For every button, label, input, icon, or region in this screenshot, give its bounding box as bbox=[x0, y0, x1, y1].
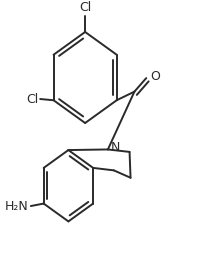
Text: Cl: Cl bbox=[26, 92, 38, 105]
Text: O: O bbox=[150, 70, 160, 83]
Text: N: N bbox=[110, 141, 120, 154]
Text: Cl: Cl bbox=[79, 1, 91, 14]
Text: H₂N: H₂N bbox=[5, 199, 29, 213]
